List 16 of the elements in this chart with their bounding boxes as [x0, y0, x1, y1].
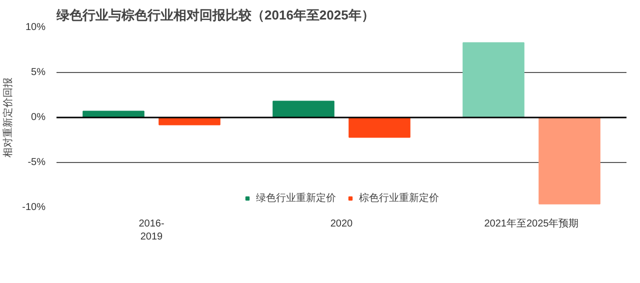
- x-tick-label: 2016- 2019: [138, 218, 164, 243]
- legend-label: 棕色行业重新定价: [359, 192, 439, 205]
- y-tick-label: 0%: [31, 112, 46, 123]
- bar: [348, 117, 410, 138]
- x-tick-label: 2021年至2025年预期: [484, 218, 579, 230]
- chart-title: 绿色行业与棕色行业相对回报比较（2016年至2025年）: [56, 8, 374, 22]
- y-tick-label: 5%: [31, 67, 46, 78]
- y-axis-title: 相对重新定价回报: [2, 78, 14, 158]
- y-tick-label: -10%: [22, 202, 46, 213]
- bar: [538, 117, 600, 204]
- bar: [462, 42, 524, 118]
- y-tick-label: -5%: [28, 157, 46, 168]
- x-tick-label: 2020: [330, 218, 354, 230]
- legend-label: 绿色行业重新定价: [256, 192, 336, 205]
- y-tick-label: 10%: [25, 22, 46, 33]
- bar: [272, 100, 334, 118]
